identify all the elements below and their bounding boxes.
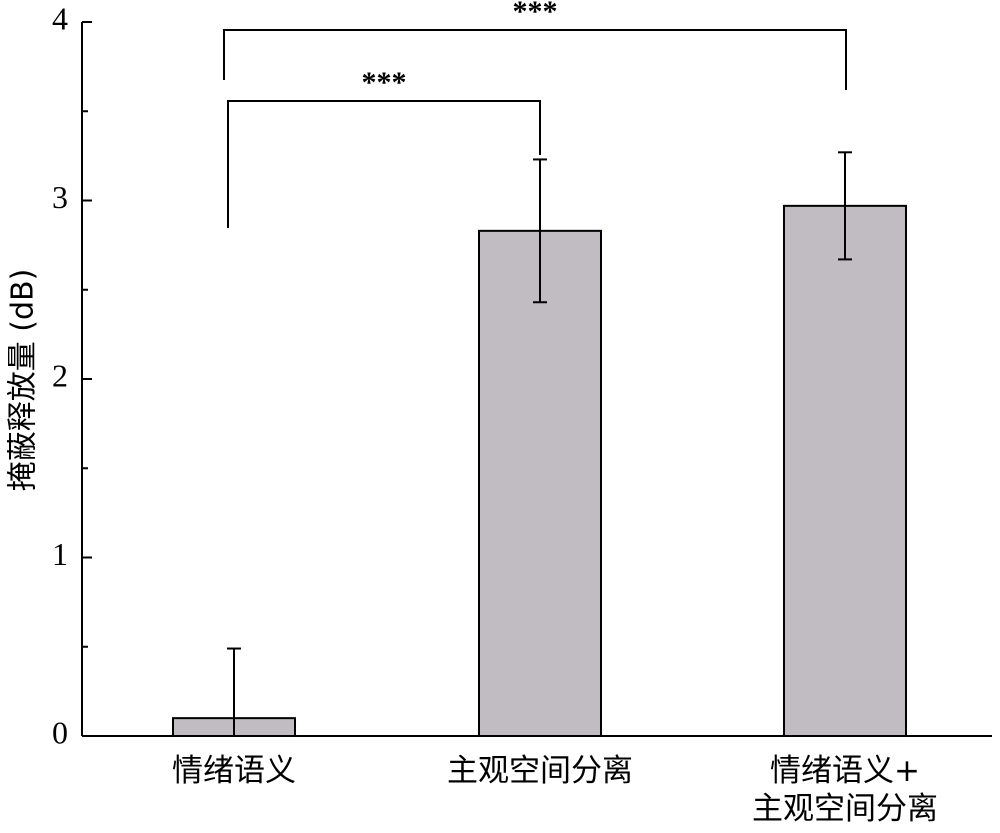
y-axis-label: 掩蔽释放量 (dB) <box>6 269 41 492</box>
significance-label: *** <box>362 66 407 99</box>
bar <box>783 204 907 738</box>
y-tick-label: 3 <box>52 179 68 215</box>
y-tick-label: 4 <box>52 0 68 36</box>
significance-bracket <box>227 100 541 228</box>
bar <box>478 229 602 737</box>
significance-label: *** <box>513 0 558 28</box>
x-tick-label: 主观空间分离 <box>447 753 633 789</box>
y-tick-label: 2 <box>52 357 68 393</box>
y-tick-label: 1 <box>52 536 68 572</box>
x-tick-label: 情绪语义+ 主观空间分离 <box>752 753 938 827</box>
significance-bracket <box>223 29 847 90</box>
x-tick-label: 情绪语义 <box>172 753 296 789</box>
y-tick-label: 0 <box>52 714 68 750</box>
